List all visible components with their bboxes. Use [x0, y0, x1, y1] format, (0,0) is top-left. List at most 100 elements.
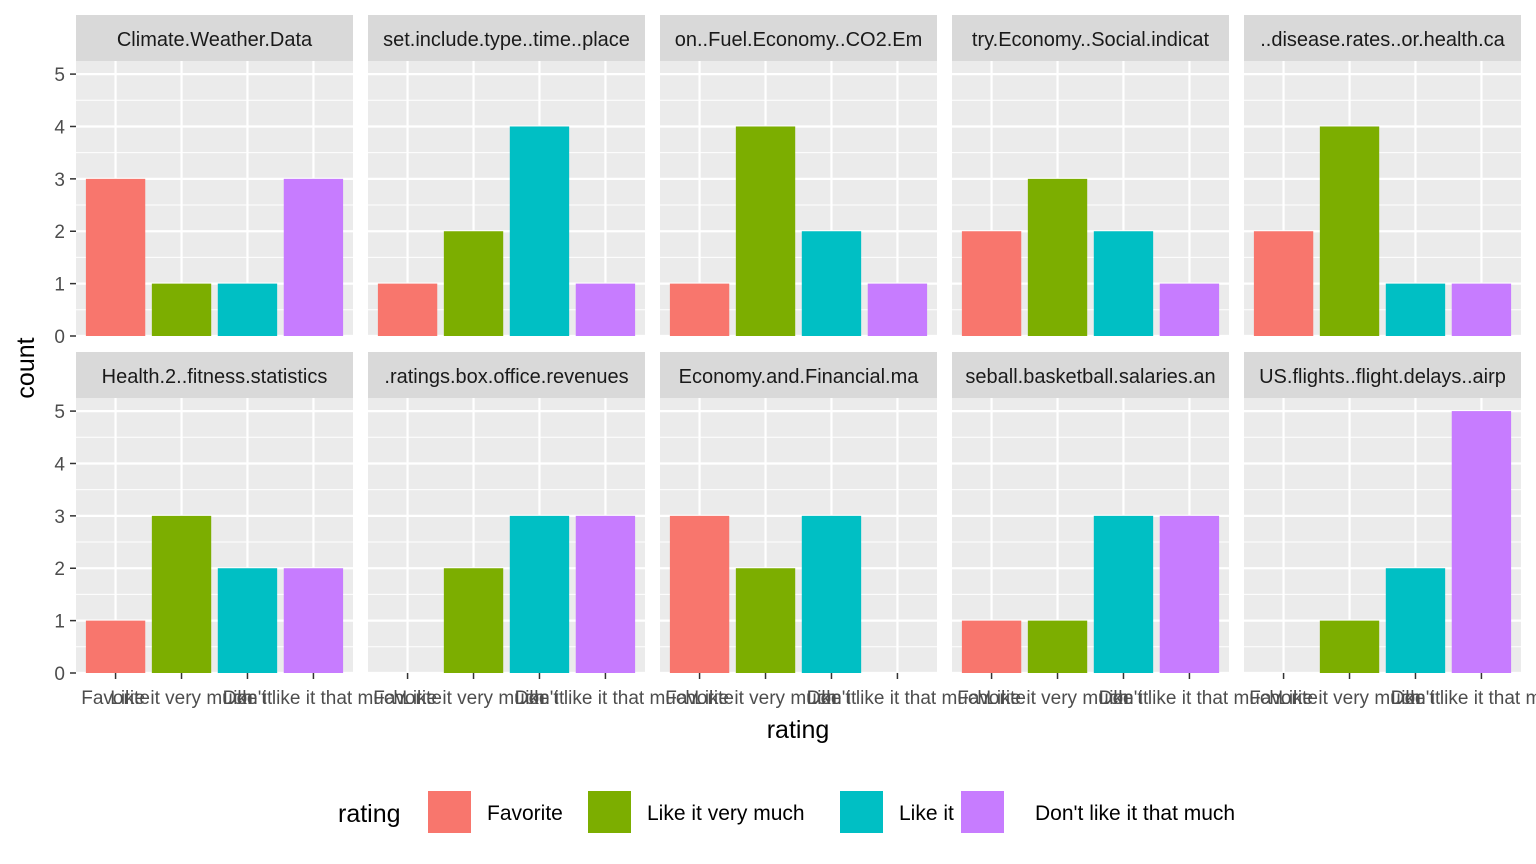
x-axis-title: rating: [767, 716, 830, 744]
bar: [1027, 620, 1088, 673]
facet-strip-label: set.include.type..time..place: [383, 29, 630, 51]
facet-strip-label: seball.basketball.salaries.an: [965, 366, 1215, 388]
x-tick-label: Like it: [515, 688, 565, 709]
bar: [1319, 620, 1380, 673]
facet-panel: set.include.type..time..place: [368, 15, 645, 338]
facet-strip: [368, 15, 645, 61]
y-tick-label: 5: [54, 402, 65, 423]
x-tick-label: Favorite: [1249, 688, 1318, 709]
legend-title: rating: [338, 800, 401, 828]
facet-strip: [368, 352, 645, 398]
y-axis-title: count: [12, 337, 40, 398]
x-tick-label: Like it: [1391, 688, 1441, 709]
y-tick-label: 0: [54, 664, 65, 685]
x-tick-label: Favorite: [373, 688, 442, 709]
legend-item: Like it very much: [588, 791, 805, 833]
y-tick-label: 2: [54, 222, 65, 243]
bar: [1319, 126, 1380, 336]
bar: [217, 568, 278, 673]
facet-strip-label: Economy.and.Financial.ma: [679, 366, 920, 388]
facet-strip: [952, 352, 1229, 398]
legend-key: [840, 791, 883, 833]
bar: [509, 126, 570, 336]
bar: [217, 283, 278, 336]
facet-strip-label: on..Fuel.Economy..CO2.Em: [675, 29, 923, 51]
legend-item: Don't like it that much: [961, 791, 1235, 833]
y-tick-label: 4: [54, 454, 65, 475]
facet-strip-label: ..disease.rates..or.health.ca: [1260, 29, 1505, 51]
facet-strip: [76, 15, 353, 61]
facet-panel: on..Fuel.Economy..CO2.Em: [660, 15, 937, 338]
legend-label: Favorite: [487, 802, 563, 825]
legend-label: Don't like it that much: [1035, 802, 1235, 825]
bar: [1093, 515, 1154, 673]
legend: rating Favorite Like it very much Like it D…: [338, 791, 1235, 833]
x-tick-label: Favorite: [957, 688, 1026, 709]
bar: [801, 231, 862, 336]
bar: [151, 283, 212, 336]
bar: [443, 231, 504, 336]
x-tick-label: Like it: [807, 688, 857, 709]
legend-label: Like it very much: [647, 802, 805, 825]
y-tick-label: 2: [54, 559, 65, 580]
y-tick-label: 1: [54, 275, 65, 296]
bar: [961, 231, 1022, 336]
bar: [575, 283, 636, 336]
facet-strip: [1244, 352, 1521, 398]
bar: [1451, 283, 1512, 336]
bar: [1253, 231, 1314, 336]
x-tick-label: Like it: [223, 688, 273, 709]
bar: [735, 568, 796, 673]
bar: [801, 515, 862, 673]
bar: [509, 515, 570, 673]
facet-panel: seball.basketball.salaries.anFavoriteLik…: [952, 352, 1280, 709]
bar: [283, 178, 344, 336]
x-tick-label: Don't like it that much: [1099, 688, 1280, 709]
legend-item: Like it: [840, 791, 954, 833]
facet-strip-label: US.flights..flight.delays..airp: [1259, 366, 1506, 388]
legend-key: [428, 791, 471, 833]
facet-panels: Climate.Weather.Data 0 1 2 3 4 5 set.include.ty…: [54, 15, 1536, 709]
facet-strip-label: Health.2..fitness.statistics: [102, 366, 328, 388]
legend-key: [588, 791, 631, 833]
bar: [283, 568, 344, 673]
x-tick-label: Like it very much: [1278, 688, 1421, 709]
facet-strip: [1244, 15, 1521, 61]
facet-panel: try.Economy..Social.indicat: [952, 15, 1229, 338]
x-tick-label: Like it very much: [986, 688, 1129, 709]
bar: [669, 515, 730, 673]
facet-panel: US.flights..flight.delays..airpFavoriteL…: [1244, 352, 1536, 709]
y-tick-label: 1: [54, 612, 65, 633]
y-tick-label: 3: [54, 507, 65, 528]
x-tick-label: Like it very much: [402, 688, 545, 709]
facet-strip-label: try.Economy..Social.indicat: [972, 29, 1210, 51]
bar: [867, 283, 928, 336]
y-tick-label: 4: [54, 117, 65, 138]
y-tick-label: 3: [54, 170, 65, 191]
bar: [1451, 411, 1512, 673]
x-tick-label: Like it: [1099, 688, 1149, 709]
bar: [575, 515, 636, 673]
y-tick-label: 0: [54, 327, 65, 348]
bar: [85, 178, 146, 336]
facet-strip: [660, 352, 937, 398]
bar: [1159, 283, 1220, 336]
facet-panel: ..disease.rates..or.health.ca: [1244, 15, 1521, 338]
x-tick-label: Favorite: [665, 688, 734, 709]
y-tick-label: 5: [54, 65, 65, 86]
bar: [1093, 231, 1154, 336]
facet-strip-label: Climate.Weather.Data: [117, 29, 313, 51]
bar: [1385, 283, 1446, 336]
x-tick-label: Like it very much: [694, 688, 837, 709]
x-tick-label: Don't like it that much: [1391, 688, 1536, 709]
facet-panel: .ratings.box.office.revenuesFavoriteLike…: [368, 352, 696, 709]
x-tick-label: Favorite: [81, 688, 150, 709]
legend-item: Favorite: [428, 791, 563, 833]
bar: [151, 515, 212, 673]
facet-panel: Climate.Weather.Data 0 1 2 3 4 5: [54, 15, 353, 348]
facet-strip-label: .ratings.box.office.revenues: [384, 366, 628, 388]
bar: [735, 126, 796, 336]
facet-strip: [952, 15, 1229, 61]
facet-strip: [660, 15, 937, 61]
x-tick-label: Don't like it that much: [223, 688, 404, 709]
